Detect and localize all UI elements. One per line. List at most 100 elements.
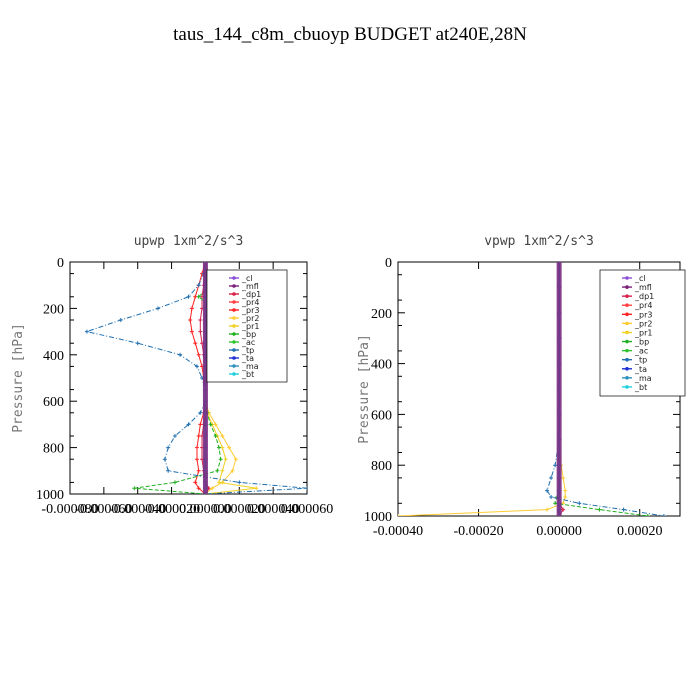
series-point-pr3 [189,306,194,311]
legend-marker [625,385,629,389]
series-group [84,262,307,494]
series-point-pr2 [227,445,232,450]
legend-marker [625,348,629,353]
series-point-tp [178,352,183,357]
series-point-pr3 [194,457,199,462]
legend-marker [232,292,236,296]
series-point-bp [215,468,220,473]
y-tick-label: 600 [43,395,64,410]
series-point-pr2 [210,486,215,491]
series-point-tp [166,468,171,473]
legend-marker [232,364,236,368]
series-point-bp [213,434,218,438]
legend-label: _ac [241,338,255,347]
series-point-tp [194,364,199,369]
series-point-pr1 [220,445,225,450]
y-tick-label: 400 [371,358,392,373]
vpwp-panel: vpwp 1xm^2/s^3 Pressure [hPa] 0 200 400 600 80… [357,234,686,539]
panel-title: vpwp 1xm^2/s^3 [484,234,594,249]
series-group [398,262,666,516]
legend-marker [232,332,236,336]
legend-box [599,269,686,397]
series-point-pr2 [561,475,566,480]
series-point-tp [135,341,140,346]
series-point-tp [621,507,626,512]
series-point-bp [553,501,558,506]
legend-label: _ta [241,354,254,363]
series-point-bp [172,480,177,485]
series-point-tp [545,488,550,493]
series-point-tp [172,434,177,438]
series-point-tp [186,422,191,427]
legend-label: _pr2 [634,319,652,328]
legend-label: _pr1 [634,328,652,337]
legend-marker [232,356,236,360]
legend-label: _pr3 [634,310,652,319]
legend-label: _dp1 [241,290,261,299]
series-point-pr2 [545,507,550,512]
series-point-bp [132,486,137,491]
series-point-bp [216,445,221,450]
zero-bundle [556,262,562,516]
y-tick-label: 200 [371,307,392,322]
series-point-tp [549,494,554,499]
y-tick-label: 0 [385,256,392,271]
series-point-pr3 [193,294,198,299]
series-point-bp [208,422,213,427]
y-tick-label: 1000 [36,488,64,503]
series-point-tp [196,283,201,288]
x-tick-label: -0.000020 [143,502,200,517]
legend-marker [232,276,236,280]
x-tick-label: 0.000040 [247,502,300,517]
legend-label: _pr2 [241,314,259,323]
legend-label: _bt [241,370,254,379]
zero-bundle [202,262,208,494]
legend-marker [625,376,629,380]
y-tick-label: 0 [57,256,64,271]
x-tick-label: 0.000020 [213,502,266,517]
series-point-tp [166,445,171,450]
series-point-tp [549,475,554,480]
y-tick-label: 200 [43,302,64,317]
legend-label: _pr4 [241,298,259,307]
series-point-pr3 [198,422,203,427]
legend-box [206,269,288,383]
series-point-bp [597,507,602,512]
legend-label: _dp1 [634,292,654,301]
legend-marker [625,330,629,335]
series-point-tp [305,486,307,491]
series-point-tp [661,514,666,516]
legend-label: _bt [634,383,647,392]
series-point-pr2 [563,488,568,493]
x-tick-label: 0.000000 [179,502,232,517]
plot-frame [69,261,308,495]
legend-marker [625,294,629,298]
series-point-tp [237,480,242,485]
series-point-tp [162,457,167,462]
legend-label: _pr1 [241,322,259,331]
series-point-pr3 [196,468,201,473]
legend-label: _pr4 [634,301,652,310]
series-point-pr3 [196,352,201,357]
legend-marker [625,321,629,326]
legend-label: _pr3 [241,306,259,315]
legend-label: _tp [634,356,647,365]
x-tick-label: -0.00020 [453,524,503,539]
series-point-dp1 [198,329,203,334]
series-point-pr2 [233,457,238,462]
figure-title: taus_144_c8m_cbuoyp BUDGET at240E,28N [173,24,527,45]
series-point-pr1 [223,457,228,462]
series-point-pr3 [188,318,193,322]
legend-marker [232,324,236,328]
legend-marker [232,300,236,304]
legend-marker [625,312,629,317]
legend: _cl_mfl_dp1_pr4_pr3_pr2_pr1_bp_ac_tp_ta_… [599,269,686,397]
series-point-pr2 [213,422,218,427]
series-point-pr3 [193,341,198,346]
upwp-panel: upwp 1xm^2/s^3 Pressure [hPa] 0 200 400 600 80… [11,234,333,517]
series-point-dp1 [561,507,566,512]
legend-label: _cl [241,274,253,283]
legend-label: _cl [634,274,646,283]
legend-label: _ac [634,347,648,356]
